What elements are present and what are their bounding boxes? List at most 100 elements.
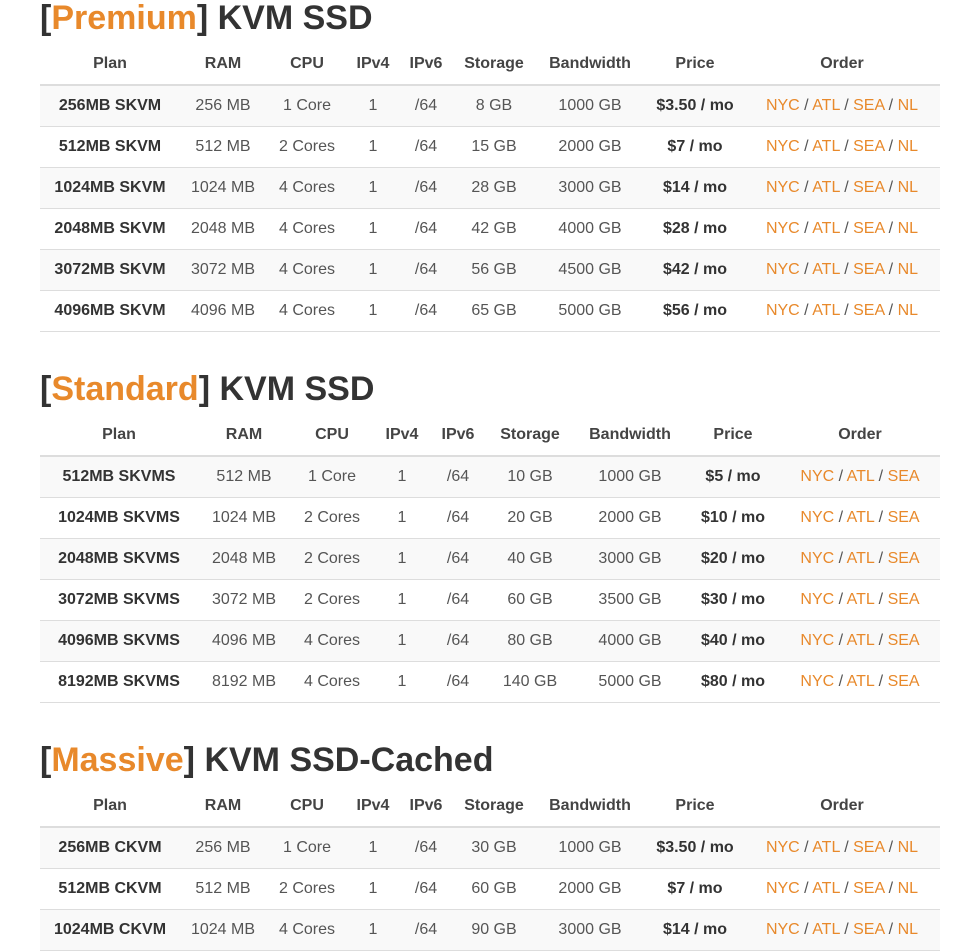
order-link-atl[interactable]: ATL: [812, 97, 840, 114]
cell-bandwidth: 3000 GB: [534, 167, 646, 209]
cell-cpu: 4 Cores: [266, 249, 348, 291]
cell-price: $56 / mo: [646, 290, 744, 332]
table-row: 3072MB SKVM 3072 MB 4 Cores 1/64 56 GB 4500 G…: [40, 249, 940, 291]
cell-storage: 28 GB: [454, 167, 534, 209]
order-link-sea[interactable]: SEA: [853, 921, 885, 938]
order-link-atl[interactable]: ATL: [812, 302, 840, 319]
cell-order: NYC / ATL / SEA: [780, 455, 940, 498]
table-header-row: Plan RAM CPU IPv4 IPv6 Storage Bandwidth Price O…: [40, 44, 940, 86]
order-link-atl[interactable]: ATL: [846, 632, 875, 649]
order-link-atl[interactable]: ATL: [846, 673, 875, 690]
order-link-nyc[interactable]: NYC: [765, 880, 800, 897]
cell-storage: 8 GB: [454, 84, 534, 127]
cell-price: $40 / mo: [686, 620, 780, 662]
order-link-nl[interactable]: NL: [897, 302, 919, 319]
order-link-nyc[interactable]: NYC: [765, 302, 800, 319]
order-link-nl[interactable]: NL: [897, 839, 919, 856]
cell-ipv4: 1: [348, 909, 398, 951]
column-header-bandwidth: Bandwidth: [574, 415, 686, 457]
order-link-nl[interactable]: NL: [897, 138, 919, 155]
cell-bandwidth: 5000 GB: [574, 661, 686, 703]
column-header-order: Order: [744, 44, 940, 86]
order-link-sea[interactable]: SEA: [853, 179, 885, 196]
order-link-atl[interactable]: ATL: [812, 261, 840, 278]
order-link-atl[interactable]: ATL: [846, 550, 875, 567]
order-link-nl[interactable]: NL: [897, 220, 919, 237]
cell-ipv4: 1: [374, 620, 430, 662]
column-header-storage: Storage: [486, 415, 574, 457]
order-link-nyc[interactable]: NYC: [765, 261, 800, 278]
cell-cpu: 1 Core: [266, 84, 348, 127]
order-link-nl[interactable]: NL: [897, 97, 919, 114]
order-separator: /: [874, 468, 888, 485]
order-link-sea[interactable]: SEA: [853, 138, 885, 155]
cell-plan: 256MB SKVM: [40, 84, 180, 127]
order-link-sea[interactable]: SEA: [853, 839, 885, 856]
order-link-sea[interactable]: SEA: [853, 220, 885, 237]
cell-cpu: 2 Cores: [290, 497, 374, 539]
order-link-nyc[interactable]: NYC: [800, 673, 835, 690]
section-title: [Premium] KVM SSD: [40, 0, 373, 37]
cell-plan: 3072MB SKVMS: [40, 579, 198, 621]
order-link-nyc[interactable]: NYC: [765, 220, 800, 237]
order-link-nyc[interactable]: NYC: [800, 591, 835, 608]
table-row: 256MB CKVM 256 MB 1 Core 1/64 30 GB 1000 GB $3…: [40, 826, 940, 869]
order-link-sea[interactable]: SEA: [853, 97, 885, 114]
order-link-nl[interactable]: NL: [897, 921, 919, 938]
order-link-atl[interactable]: ATL: [812, 921, 840, 938]
column-header-ipv6: IPv6: [398, 44, 454, 86]
cell-ipv4: 1: [374, 538, 430, 580]
column-header-storage: Storage: [454, 786, 534, 828]
order-link-sea[interactable]: SEA: [887, 550, 920, 567]
order-link-atl[interactable]: ATL: [812, 179, 840, 196]
order-link-atl[interactable]: ATL: [846, 591, 875, 608]
section-title-accent: Premium: [51, 0, 197, 37]
order-link-nl[interactable]: NL: [897, 179, 919, 196]
order-link-nyc[interactable]: NYC: [800, 468, 835, 485]
order-separator: /: [799, 261, 813, 278]
order-link-sea[interactable]: SEA: [887, 673, 920, 690]
order-link-atl[interactable]: ATL: [812, 138, 840, 155]
order-link-atl[interactable]: ATL: [846, 468, 875, 485]
cell-ipv6: /64: [430, 538, 486, 580]
table-row: 1024MB SKVM 1024 MB 4 Cores 1/64 28 GB 3000 G…: [40, 167, 940, 209]
order-link-nyc[interactable]: NYC: [800, 509, 835, 526]
cell-ipv6: /64: [430, 661, 486, 703]
order-link-nyc[interactable]: NYC: [765, 97, 800, 114]
order-link-sea[interactable]: SEA: [887, 591, 920, 608]
order-link-nyc[interactable]: NYC: [765, 839, 800, 856]
section-title: [Massive] KVM SSD-Cached: [40, 741, 494, 779]
table-row: 512MB SKVMS 512 MB 1 Core 1/64 10 GB 1000 GB $…: [40, 455, 940, 498]
order-separator: /: [834, 550, 847, 567]
order-separator: /: [799, 839, 813, 856]
order-link-atl[interactable]: ATL: [812, 880, 840, 897]
order-link-nyc[interactable]: NYC: [765, 179, 800, 196]
cell-plan: 256MB CKVM: [40, 826, 180, 869]
order-link-sea[interactable]: SEA: [853, 261, 885, 278]
order-link-nl[interactable]: NL: [897, 261, 919, 278]
order-link-sea[interactable]: SEA: [853, 880, 885, 897]
order-link-sea[interactable]: SEA: [853, 302, 885, 319]
order-separator: /: [799, 97, 813, 114]
order-link-sea[interactable]: SEA: [887, 509, 920, 526]
order-link-nyc[interactable]: NYC: [800, 550, 835, 567]
cell-ram: 1024 MB: [180, 909, 266, 951]
column-header-order: Order: [744, 786, 940, 828]
section-massive: [Massive] KVM SSD-Cached Plan RAM CPU IPv4 I…: [40, 740, 940, 951]
order-link-atl[interactable]: ATL: [812, 839, 840, 856]
order-link-sea[interactable]: SEA: [887, 632, 920, 649]
order-link-nyc[interactable]: NYC: [765, 921, 800, 938]
order-link-sea[interactable]: SEA: [887, 468, 920, 485]
cell-ipv4: 1: [374, 497, 430, 539]
cell-ipv6: /64: [398, 84, 454, 127]
order-link-atl[interactable]: ATL: [846, 509, 875, 526]
table-row: 2048MB SKVM 2048 MB 4 Cores 1/64 42 GB 4000 G…: [40, 208, 940, 250]
cell-plan: 2048MB SKVMS: [40, 538, 198, 580]
order-link-atl[interactable]: ATL: [812, 220, 840, 237]
order-link-nyc[interactable]: NYC: [765, 138, 800, 155]
order-link-nyc[interactable]: NYC: [800, 632, 835, 649]
order-link-nl[interactable]: NL: [897, 880, 919, 897]
cell-order: NYC / ATL / SEA / NL: [744, 208, 940, 250]
column-header-ipv6: IPv6: [430, 415, 486, 457]
cell-price: $7 / mo: [646, 126, 744, 168]
